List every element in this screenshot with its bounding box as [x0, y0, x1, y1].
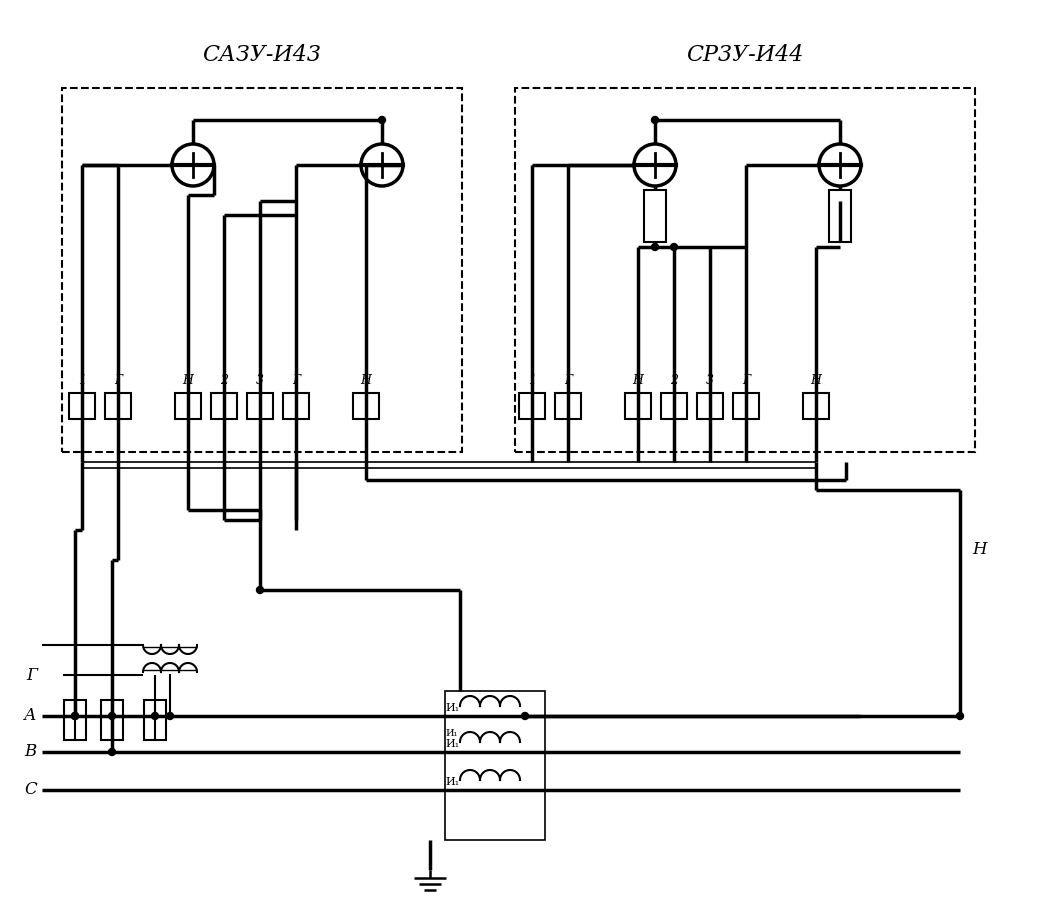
Text: 2: 2: [220, 374, 228, 387]
Bar: [101, 700, 123, 740]
Circle shape: [651, 117, 658, 123]
Text: И₁: И₁: [446, 730, 458, 739]
Bar: [247, 393, 273, 419]
Text: СР3У-И44: СР3У-И44: [686, 44, 804, 66]
Bar: [644, 190, 666, 242]
Circle shape: [670, 244, 678, 251]
Text: 1: 1: [528, 374, 536, 387]
Text: С: С: [24, 781, 37, 799]
Bar: [353, 393, 379, 419]
Circle shape: [257, 586, 263, 594]
Text: Н: Н: [361, 374, 372, 387]
Bar: [661, 393, 687, 419]
Circle shape: [957, 712, 963, 720]
Text: В: В: [24, 743, 37, 761]
Text: Г: Г: [564, 374, 572, 387]
Circle shape: [521, 712, 529, 720]
Text: А: А: [24, 708, 37, 724]
Text: 1: 1: [78, 374, 86, 387]
Bar: [69, 393, 95, 419]
Bar: [829, 190, 851, 242]
Bar: [144, 700, 166, 740]
Bar: [445, 691, 545, 840]
Circle shape: [71, 712, 79, 720]
Bar: [211, 393, 237, 419]
Text: 2: 2: [670, 374, 678, 387]
Text: Г: Г: [742, 374, 750, 387]
Text: 3: 3: [706, 374, 714, 387]
Text: Н: Н: [633, 374, 644, 387]
Bar: [282, 393, 309, 419]
Bar: [64, 700, 86, 740]
Circle shape: [152, 712, 158, 720]
Bar: [105, 393, 131, 419]
Text: Н: Н: [810, 374, 821, 387]
Text: Г: Г: [114, 374, 122, 387]
Bar: [626, 393, 651, 419]
Text: Н: Н: [972, 541, 987, 559]
Text: Н: Н: [183, 374, 193, 387]
Text: И₁: И₁: [445, 739, 459, 749]
Bar: [175, 393, 201, 419]
Circle shape: [71, 712, 79, 720]
Circle shape: [108, 712, 116, 720]
Circle shape: [651, 244, 658, 251]
Text: 3: 3: [256, 374, 264, 387]
Circle shape: [108, 748, 116, 755]
Bar: [519, 393, 545, 419]
Bar: [697, 393, 723, 419]
Bar: [733, 393, 759, 419]
Circle shape: [378, 117, 386, 123]
Text: Г: Г: [292, 374, 301, 387]
Circle shape: [167, 712, 173, 720]
Text: САЗУ-И43: САЗУ-И43: [203, 44, 322, 66]
Text: И₁: И₁: [445, 703, 459, 713]
Bar: [515, 88, 975, 452]
Bar: [62, 88, 462, 452]
Bar: [803, 393, 829, 419]
Bar: [555, 393, 581, 419]
Text: И₁: И₁: [445, 777, 459, 787]
Text: Г: Г: [25, 666, 37, 684]
